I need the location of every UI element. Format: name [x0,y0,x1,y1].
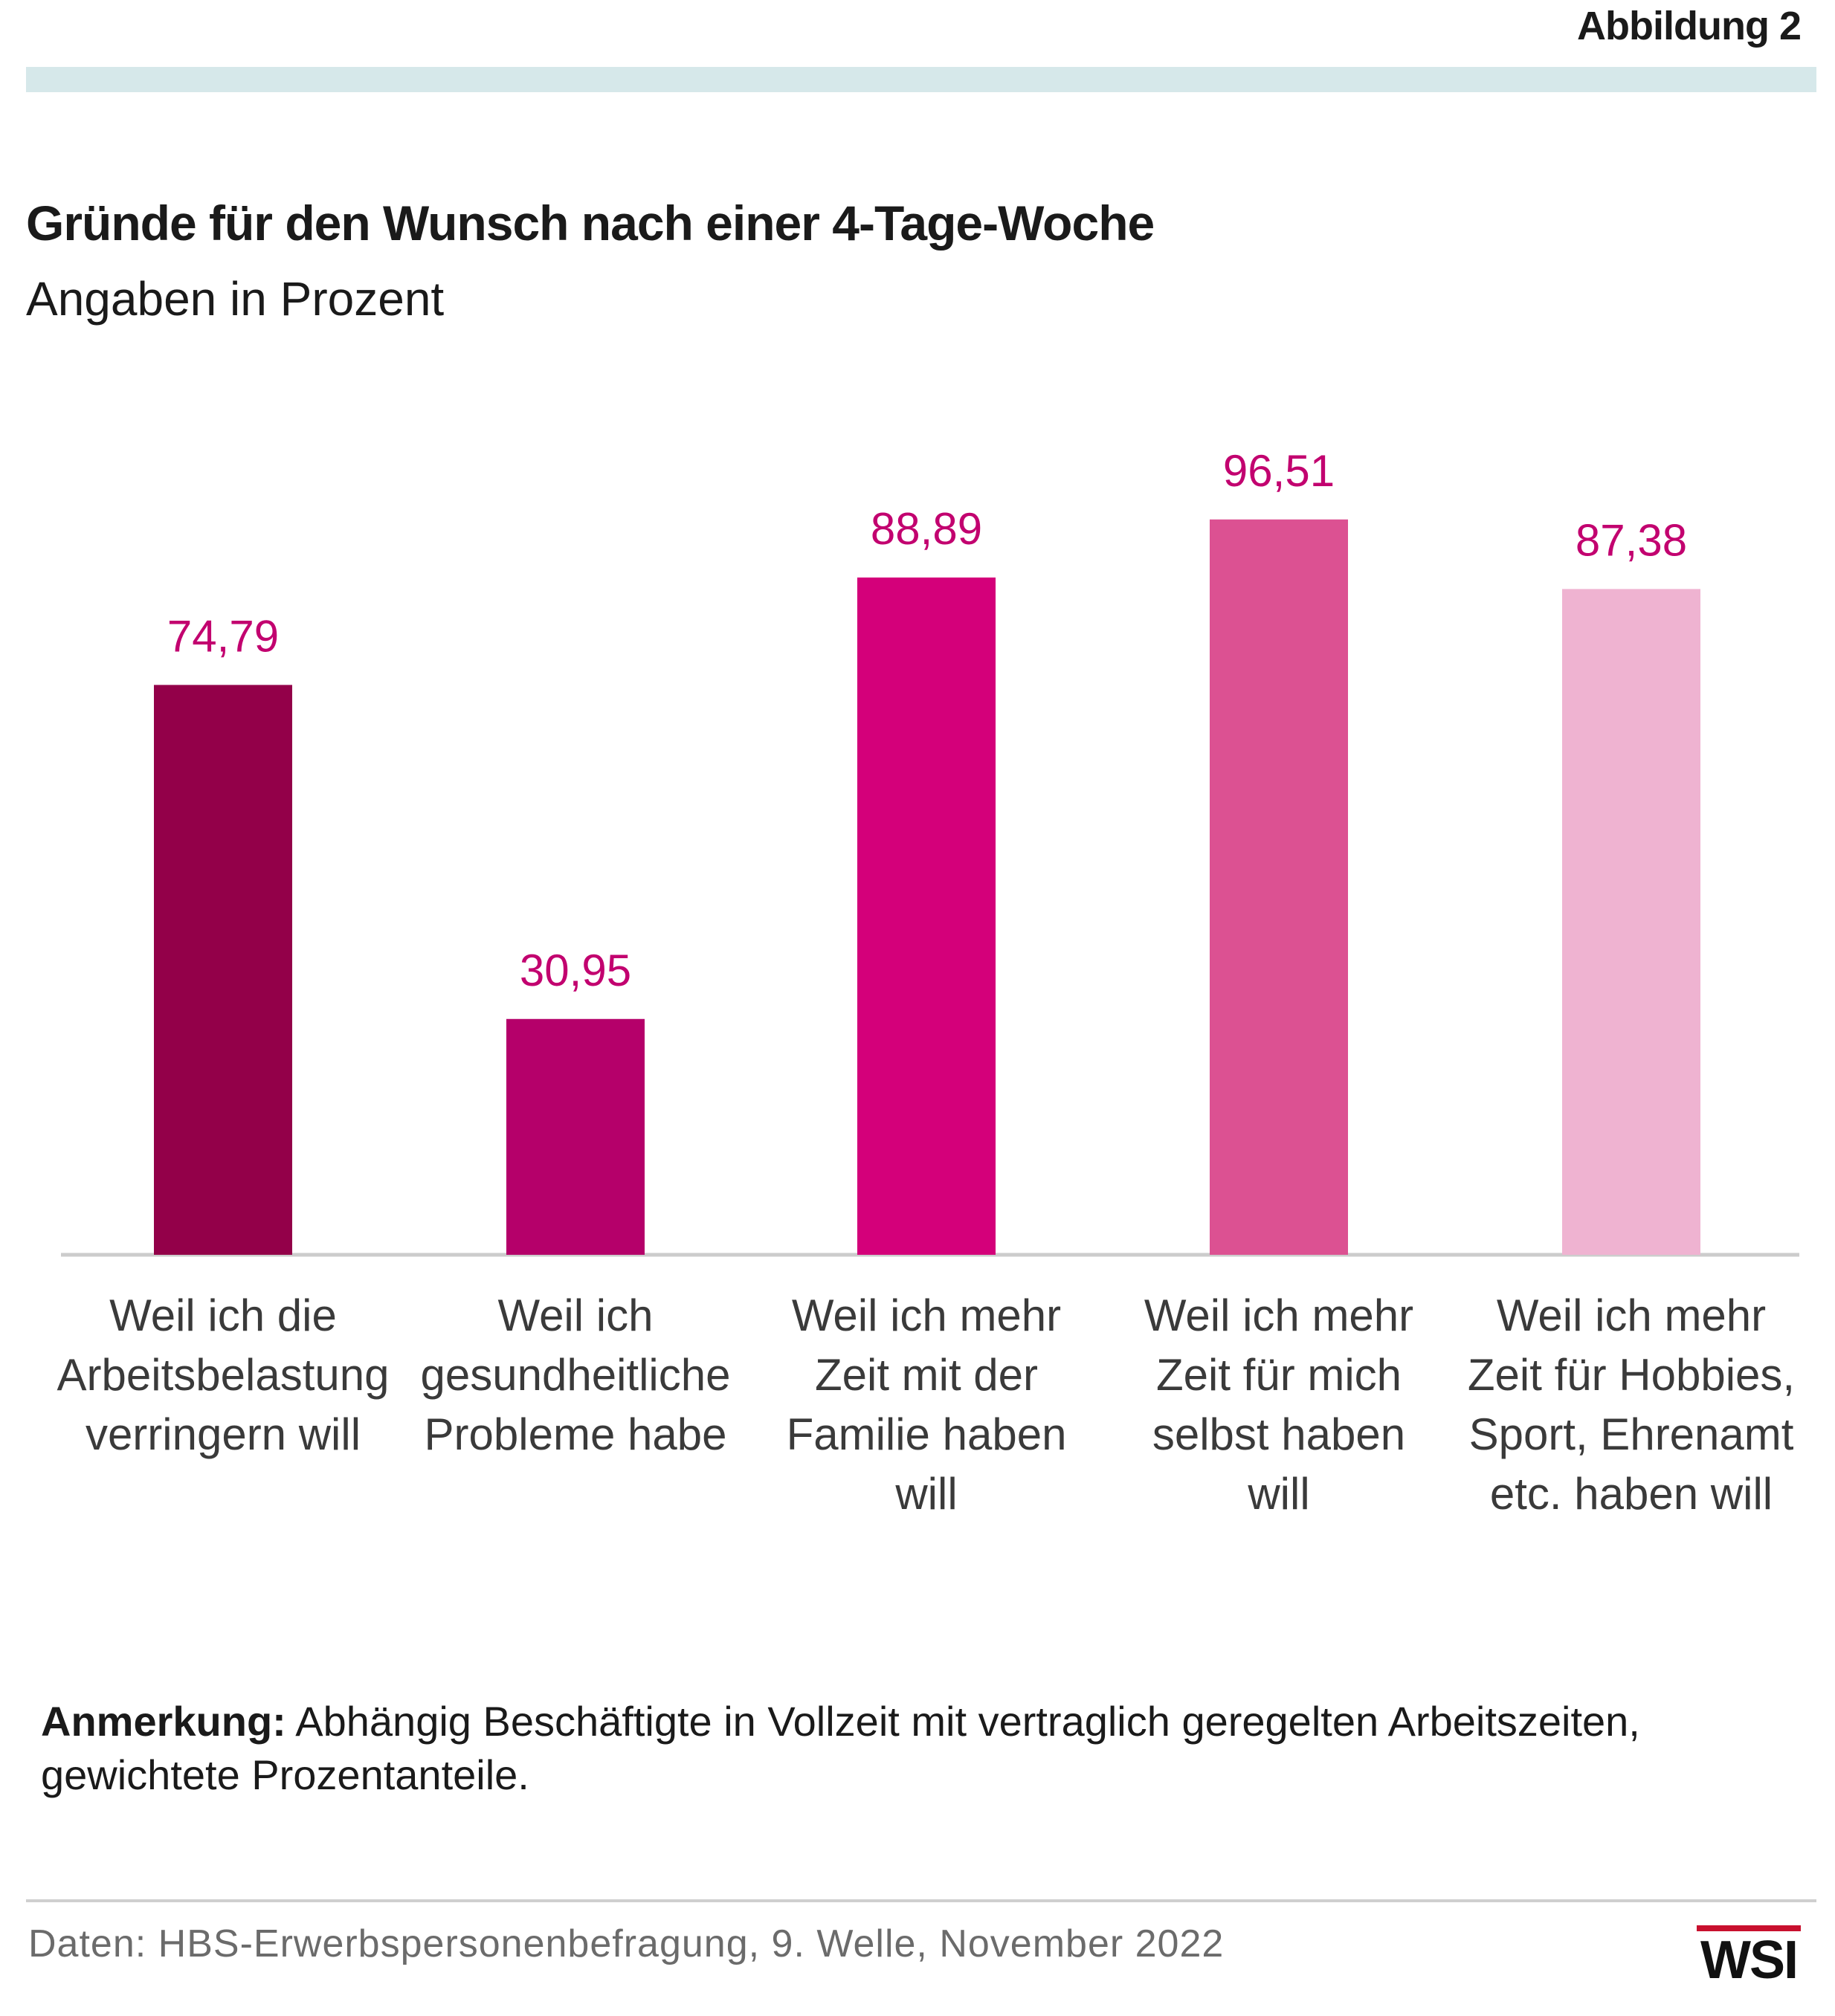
category-label-line: Weil ich mehr [1144,1290,1414,1340]
header-rule [26,67,1816,92]
category-label-line: gesundheitliche [420,1350,731,1400]
category-label: Weil ich die Arbeitsbelastung verringern w… [52,1286,394,1464]
category-label-line: will [1248,1469,1310,1519]
category-label-line: Probleme habe [424,1409,727,1459]
note-label: Anmerkung: [41,1698,286,1745]
category-label-line: Zeit für mich [1155,1350,1402,1400]
chart-title: Gründe für den Wunsch nach einer 4-Tage-… [26,196,1155,251]
category-label-line: verringern will [85,1409,361,1459]
bar-chart: 74,79 30,95 88,89 96,51 87,38 [61,446,1799,1257]
bar [506,1018,645,1255]
category-label-line: Zeit mit der [814,1350,1039,1400]
bar-value-label: 88,89 [871,504,982,554]
source-text: Daten: HBS-Erwerbspersonenbefragung, 9. … [28,1922,1225,1965]
logo-text: WSI [1700,1931,1799,1990]
note: Anmerkung: Abhängig Beschäftigte in Voll… [41,1695,1677,1802]
bar [857,577,996,1255]
category-label-line: selbst haben [1152,1409,1406,1459]
note-text: Abhängig Beschäftigte in Vollzeit mit ve… [41,1698,1640,1798]
bar-value-label: 87,38 [1576,515,1687,565]
footer-rule [26,1899,1816,1902]
chart-subtitle: Angaben in Prozent [26,272,445,326]
bar [1562,589,1700,1255]
bar-value-label: 96,51 [1223,446,1335,496]
category-label-line: Weil ich [497,1290,654,1340]
category-label-line: will [895,1469,958,1519]
category-label-line: Weil ich die [109,1290,337,1340]
bar [154,685,292,1255]
category-label-line: Familie haben [786,1409,1067,1459]
category-label: Weil ich mehr Zeit für Hobbies, Sport, Ehr… [1460,1286,1802,1524]
category-label: Weil ich mehr Zeit mit der Familie haben wi… [755,1286,1097,1524]
category-label-line: Sport, Ehrenamt [1468,1409,1794,1459]
bar-value-label: 30,95 [520,946,631,995]
logo-bar [1697,1925,1801,1931]
category-label-line: Arbeitsbelastung [57,1350,390,1400]
category-label-line: Weil ich mehr [791,1290,1062,1340]
category-label: Weil ich gesundheitliche Probleme habe [404,1286,746,1464]
bar-value-label: 74,79 [167,611,279,661]
category-label-line: etc. haben will [1489,1469,1773,1519]
bar [1210,519,1348,1255]
figure-label: Abbildung 2 [1577,4,1802,48]
category-label-line: Zeit für Hobbies, [1467,1350,1796,1400]
category-label-line: Weil ich mehr [1496,1290,1767,1340]
wsi-logo: WSI [1697,1925,1801,1992]
category-label: Weil ich mehr Zeit für mich selbst haben wi… [1108,1286,1450,1524]
